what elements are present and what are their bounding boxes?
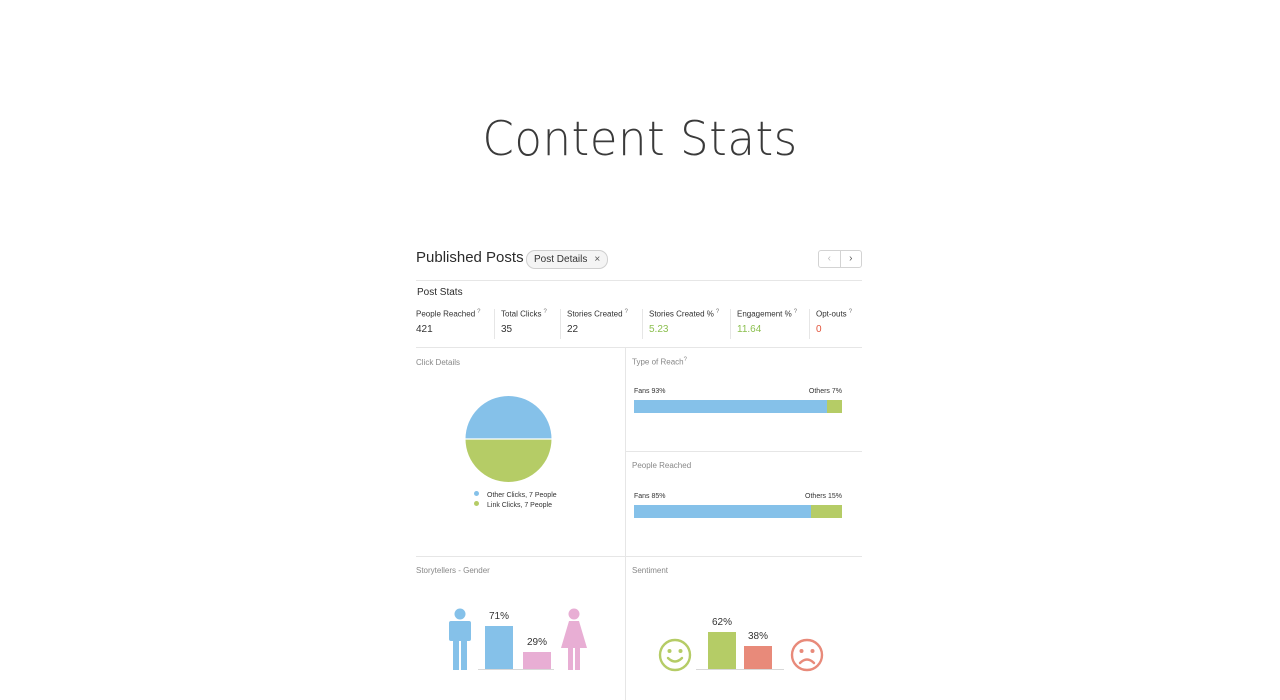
divider (416, 556, 862, 557)
female-icon (561, 608, 587, 670)
reach-others-label: Others 7% (808, 388, 842, 395)
prev-button[interactable]: ‹ (827, 253, 831, 264)
stat-value: 5.23 (649, 323, 669, 335)
happy-face-icon (658, 638, 692, 672)
sad-face-icon (790, 638, 824, 672)
click-details-pie (465, 396, 552, 482)
pager: ‹ › (818, 250, 862, 268)
stat-opt-outs: Opt-outs? 0 (809, 309, 852, 339)
male-icon (449, 608, 471, 670)
bar-segment-others (827, 400, 842, 413)
bar-segment-others (810, 505, 842, 518)
stat-value: 11.64 (737, 323, 762, 335)
bar-segment-fans (634, 505, 811, 518)
stat-value: 35 (501, 323, 513, 335)
stat-value: 421 (416, 323, 433, 335)
people-fans-label: Fans 85% (634, 493, 666, 500)
gender-baseline (478, 669, 554, 670)
panel-title: Published Posts (416, 249, 524, 266)
post-details-tag[interactable]: Post Details × (526, 250, 609, 269)
gender-title: Storytellers - Gender (416, 566, 490, 575)
stat-stories-created: Stories Created? 22 (560, 309, 628, 339)
stat-label: Stories Created %? (649, 309, 720, 319)
published-posts-panel: Published Posts Post Details × ‹ › Post S… (416, 246, 862, 700)
bar-value-label: 29% (526, 636, 547, 648)
people-reached-bar (634, 505, 842, 518)
stat-label: Total Clicks? (501, 309, 547, 319)
bar-value-label: 71% (488, 611, 509, 623)
type-of-reach-bar (634, 400, 842, 413)
stat-label: People Reached? (416, 309, 481, 319)
click-details-legend: Other Clicks, 7 People Link Clicks, 7 Pe… (474, 491, 557, 511)
legend-swatch (474, 501, 479, 506)
close-icon[interactable]: × (594, 254, 601, 265)
people-reached-title: People Reached (632, 461, 692, 470)
stat-people-reached: People Reached? 421 (416, 309, 481, 339)
post-stats-title: Post Stats (417, 287, 463, 298)
legend-swatch (474, 491, 479, 496)
stat-engagement-pct: Engagement %? 11.64 (730, 309, 797, 339)
page-title: Content Stats (482, 112, 798, 167)
stat-stories-created-pct: Stories Created %? 5.23 (642, 309, 719, 339)
bar-positive (708, 631, 736, 669)
stat-label: Stories Created? (567, 309, 628, 319)
bar-segment-fans (634, 400, 828, 413)
stat-value: 0 (816, 323, 822, 335)
bar-value-label: 38% (747, 631, 768, 643)
type-of-reach-title: Type of Reach? (632, 357, 687, 367)
people-others-label: Others 15% (805, 493, 842, 500)
panel-header: Published Posts Post Details × ‹ › (416, 246, 862, 281)
bar-negative (744, 646, 772, 669)
stat-label: Opt-outs? (816, 309, 853, 319)
legend-item: Link Clicks, 7 People (474, 501, 557, 511)
divider (625, 348, 626, 700)
sentiment-title: Sentiment (632, 566, 669, 575)
pie-slice-other-clicks (465, 396, 552, 439)
click-details-title: Click Details (416, 358, 461, 367)
divider (416, 347, 862, 348)
reach-fans-label: Fans 93% (634, 388, 666, 395)
next-button[interactable]: › (839, 251, 862, 267)
post-details-tag-label: Post Details (534, 254, 588, 265)
sentiment-baseline (696, 669, 784, 670)
bar-male (485, 626, 513, 669)
bar-value-label: 62% (711, 616, 732, 628)
stat-value: 22 (567, 323, 579, 335)
stat-label: Engagement %? (737, 309, 798, 319)
bar-female (523, 651, 551, 669)
pie-slice-link-clicks (465, 439, 552, 482)
stat-total-clicks: Total Clicks? 35 (494, 309, 547, 339)
legend-item: Other Clicks, 7 People (474, 491, 557, 501)
divider (626, 451, 862, 452)
